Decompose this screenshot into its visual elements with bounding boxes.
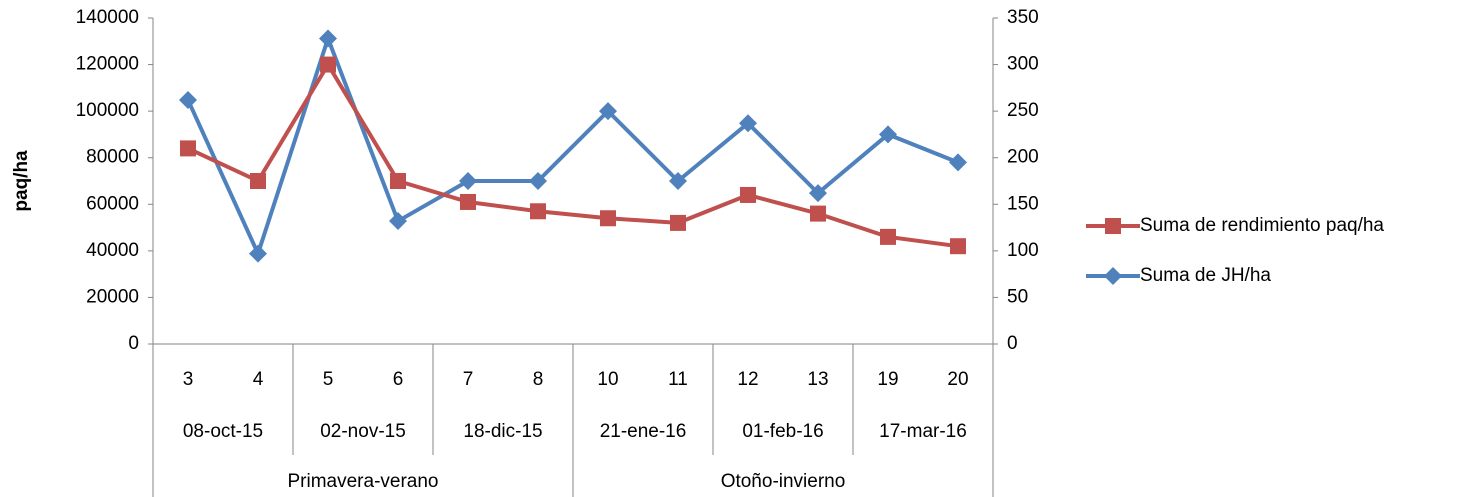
y2-tick-label: 350 — [1007, 7, 1039, 28]
marker — [599, 102, 617, 121]
y-tick-label: 140000 — [76, 7, 139, 28]
marker — [250, 173, 266, 189]
x-tick-label: 8 — [533, 369, 544, 390]
y-tick-label: 100000 — [76, 100, 139, 121]
marker — [390, 173, 406, 189]
marker — [879, 125, 897, 144]
marker — [249, 244, 267, 263]
marker — [880, 228, 896, 245]
x-tick-label: 10 — [597, 369, 618, 390]
marker — [740, 186, 756, 203]
marker — [949, 153, 967, 172]
series-line — [186, 36, 959, 256]
x-tick-label: 7 — [463, 369, 474, 390]
x-tick-label: 12 — [737, 369, 758, 390]
y2-tick-label: 100 — [1007, 240, 1039, 261]
legend-marker — [1104, 267, 1122, 285]
marker — [530, 203, 546, 220]
marker — [529, 172, 547, 190]
y2-tick-label: 50 — [1007, 286, 1028, 307]
date-group-label: 18-dic-15 — [463, 421, 542, 442]
date-group-label: 02-nov-15 — [320, 421, 406, 442]
y-axis-label: paq/ha — [11, 150, 32, 212]
y-tick-label: 120000 — [76, 54, 139, 75]
marker — [180, 140, 196, 157]
marker — [459, 172, 477, 190]
marker — [389, 212, 407, 231]
marker — [809, 184, 827, 203]
y-tick-label: 60000 — [86, 193, 139, 214]
x-tick-label: 3 — [183, 369, 194, 390]
series-line — [187, 62, 959, 249]
x-tick-label: 11 — [668, 369, 688, 390]
x-tick-label: 4 — [253, 369, 264, 390]
season-group-label: Primavera-verano — [288, 471, 439, 492]
date-group-label: 08-oct-15 — [183, 421, 263, 442]
x-tick-label: 20 — [947, 369, 968, 390]
marker — [739, 114, 757, 133]
date-group-label: 21-ene-16 — [600, 421, 687, 442]
y-tick-label: 0 — [128, 333, 139, 354]
legend-label: Suma de JH/ha — [1140, 265, 1271, 286]
marker — [950, 238, 966, 255]
date-group-label: 17-mar-16 — [879, 421, 967, 442]
y2-tick-label: 0 — [1007, 333, 1018, 354]
marker — [320, 56, 336, 73]
y2-tick-label: 250 — [1007, 100, 1039, 121]
marker — [669, 172, 687, 190]
marker — [319, 29, 337, 48]
y-tick-label: 20000 — [86, 286, 139, 307]
marker — [179, 90, 197, 109]
x-tick-label: 13 — [807, 369, 828, 390]
marker — [670, 214, 686, 231]
marker — [810, 205, 826, 222]
x-tick-label: 6 — [393, 369, 404, 390]
y-tick-label: 80000 — [86, 147, 139, 168]
legend-marker — [1105, 218, 1121, 234]
marker — [460, 193, 476, 210]
y2-tick-label: 150 — [1007, 193, 1039, 214]
y2-tick-label: 300 — [1007, 54, 1039, 75]
legend-label: Suma de rendimiento paq/ha — [1140, 215, 1384, 236]
y-tick-label: 40000 — [86, 240, 139, 261]
marker — [600, 210, 616, 227]
x-tick-label: 19 — [877, 369, 898, 390]
y2-tick-label: 200 — [1007, 147, 1039, 168]
date-group-label: 01-feb-16 — [742, 421, 823, 442]
x-tick-label: 5 — [323, 369, 334, 390]
season-group-label: Otoño-invierno — [721, 471, 846, 492]
